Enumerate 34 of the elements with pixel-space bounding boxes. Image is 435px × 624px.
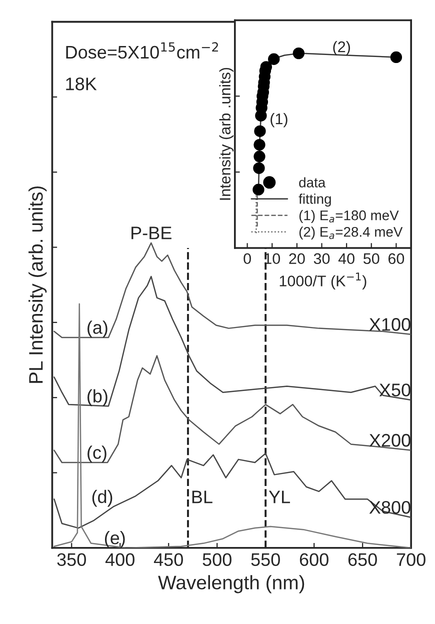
x-tick-label: 600 [300,553,328,566]
annotation: (d) [92,490,112,507]
x-tick-label: 50 [363,253,380,264]
x-tick-label: 500 [202,553,232,566]
legend-label: (1) E$_{a}$=180 meV [299,210,399,223]
y-axis-title: PL Intensity (arb. units) [28,186,47,383]
x-tick-label: 0 [244,253,251,264]
annotation: (1) [270,113,288,128]
x-tick-label: 20 [289,253,305,264]
x-axis-title: 1000/T (K$^{−1}$) [280,272,366,290]
legend-label: (2) E$_{a}$=28.4 meV [299,226,403,240]
x-tick-label: 350 [57,553,86,566]
x-tick-label: 450 [154,553,183,566]
x-tick-label: 400 [105,553,134,566]
annotation: (e) [104,531,125,548]
x-axis-title: Wavelength (nm) [158,575,304,594]
annotation: P-BE [132,226,172,240]
x-tick-label: 40 [338,253,354,264]
y-axis-title: Intensity (arb .units) [219,68,234,200]
text: Dose=5X10$^{15}$cm$^{−2}$ [66,42,218,59]
ref-line-label: YL [268,490,290,504]
annotation: (b) [88,389,108,406]
x-tick-label: 650 [348,553,377,566]
annotation: (a) [88,320,108,338]
x-tick-label: 550 [251,553,280,566]
text: 18K [66,78,97,90]
x-tick-label: 30 [314,253,330,264]
legend-label: data [299,177,326,188]
legend-label: fitting [298,194,331,207]
x-tick-label: 700 [396,553,426,566]
x-tick-label: 60 [388,253,404,264]
ref-line-label: BL [192,490,212,504]
annotation: (2) [333,41,350,56]
annotation: (c) [88,446,106,462]
